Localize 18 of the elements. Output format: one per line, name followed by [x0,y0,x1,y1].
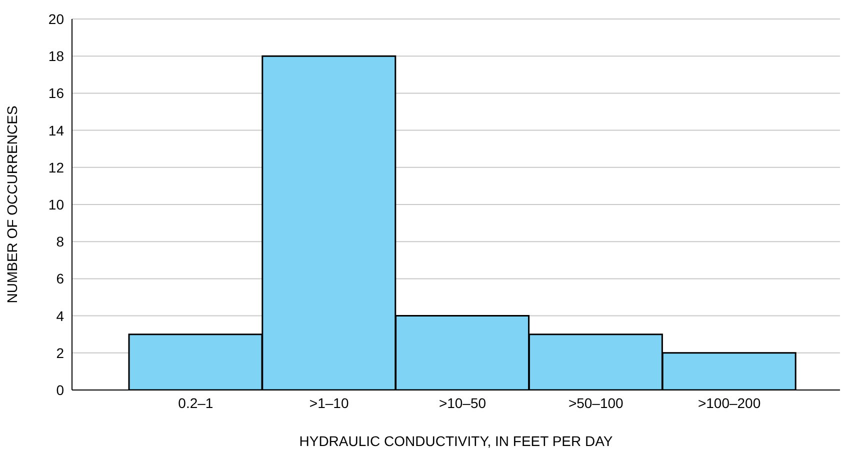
y-tick-label: 18 [48,48,64,64]
y-axis-title: NUMBER OF OCCURRENCES [4,106,20,304]
y-tick-label: 12 [48,159,64,176]
y-tick-label: 14 [48,122,64,138]
x-tick-label: >10–50 [438,394,486,411]
x-tick-label: >100–200 [698,394,761,411]
x-tick-label: >50–100 [568,394,624,411]
y-tick-label: 0 [56,382,64,398]
x-tick-label: 0.2–1 [178,394,214,411]
y-tick-label: 16 [48,85,64,102]
y-tick-label: 20 [48,10,64,27]
y-tick-label: 6 [56,270,64,287]
y-tick-label: 2 [56,344,64,361]
x-tick-label: >1–10 [309,394,349,411]
y-tick-label: 4 [56,308,64,324]
x-axis-title: HYDRAULIC CONDUCTIVITY, IN FEET PER DAY [299,433,614,449]
y-tick-label: 8 [56,234,64,250]
y-tick-label: 10 [48,196,64,212]
